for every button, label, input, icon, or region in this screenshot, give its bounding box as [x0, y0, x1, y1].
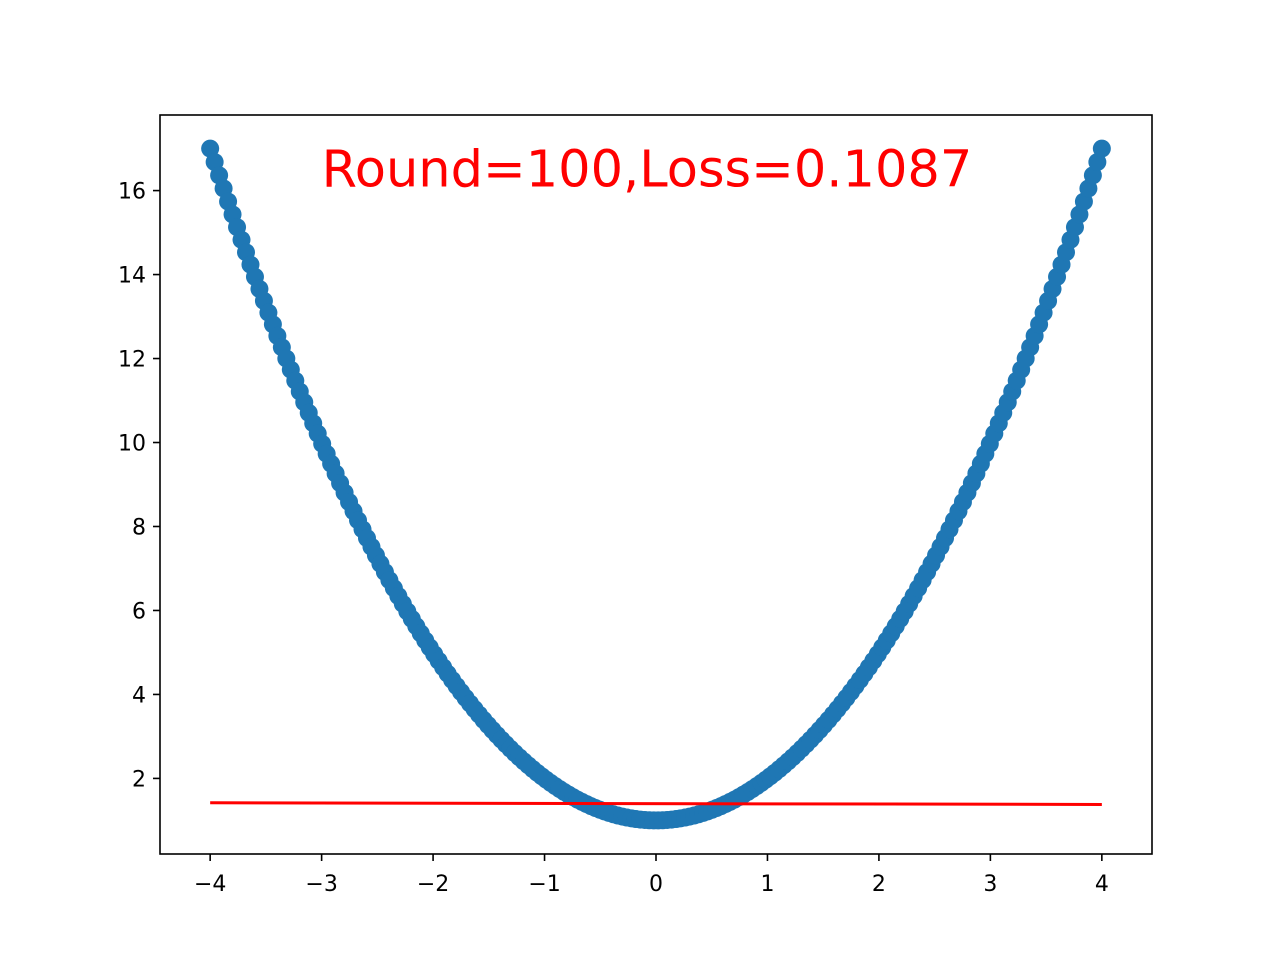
x-tick-label: −4 [194, 872, 226, 897]
fit-line-series [210, 801, 1102, 806]
x-tick-label: −1 [528, 872, 560, 897]
x-axis: −4 −3 −2 −1 0 1 2 3 4 [194, 854, 1109, 897]
scatter-point [1092, 139, 1111, 158]
y-tick-label: 12 [118, 348, 146, 373]
x-tick-label: 2 [872, 872, 886, 897]
x-tick-label: 1 [760, 872, 774, 897]
y-tick-label: 6 [132, 599, 146, 624]
x-tick-label: 0 [649, 872, 663, 897]
x-tick-label: 3 [983, 872, 997, 897]
y-axis: 2 4 6 8 10 12 14 16 [118, 180, 160, 792]
round-loss-annotation: Round=100,Loss=0.1087 [322, 140, 973, 199]
y-tick-label: 8 [132, 515, 146, 540]
scatter-series [201, 139, 1111, 830]
y-tick-label: 14 [118, 264, 146, 289]
y-tick-label: 4 [132, 683, 146, 708]
y-tick-label: 10 [118, 432, 146, 457]
x-tick-label: 4 [1095, 872, 1109, 897]
x-tick-label: −3 [305, 872, 337, 897]
y-tick-label: 2 [132, 767, 146, 792]
y-tick-label: 16 [118, 180, 146, 205]
fit-line [210, 801, 1102, 806]
x-tick-label: −2 [417, 872, 449, 897]
